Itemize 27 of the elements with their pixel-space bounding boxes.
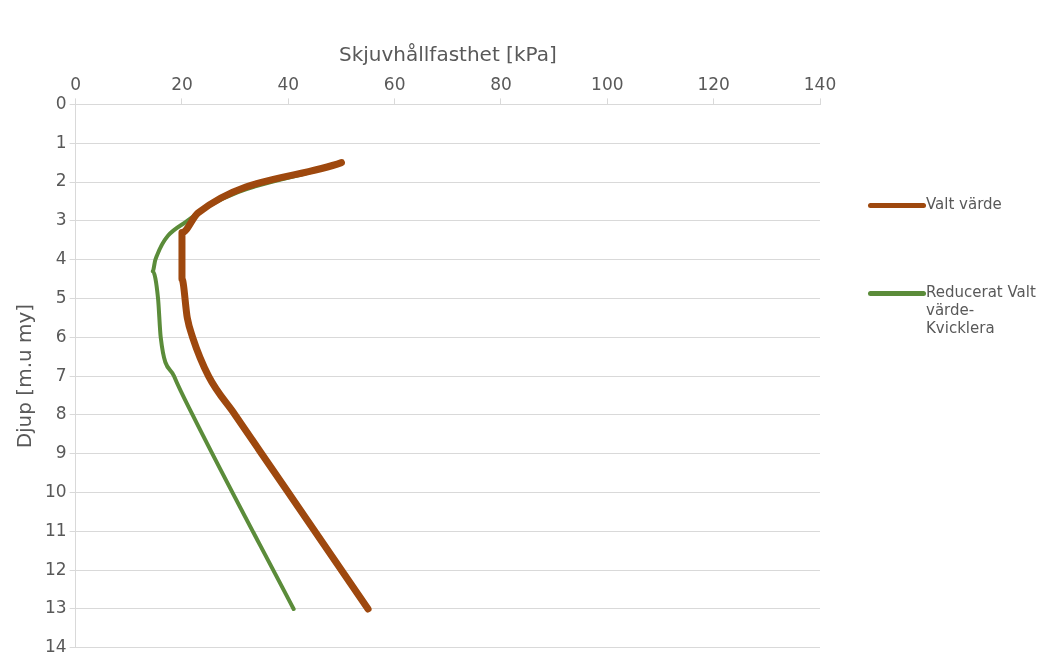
- x-tick-label: 40: [277, 73, 300, 94]
- x-tick-label: 20: [171, 73, 193, 94]
- y-axis-title: Djup [m.u my]: [12, 303, 37, 449]
- y-tick-label: 12: [44, 558, 67, 579]
- legend-label: Valt värde: [926, 195, 1003, 213]
- y-tick-label: 2: [55, 170, 67, 191]
- y-tick-label: 13: [44, 597, 67, 618]
- x-axis-title: Skjuvhållfasthet [kPa]: [338, 42, 557, 67]
- y-tick-label: 10: [44, 480, 67, 501]
- x-tick-label: 140: [803, 73, 837, 94]
- y-tick-label: 5: [55, 286, 67, 307]
- y-tick-label: 3: [55, 209, 67, 230]
- y-tick-label: 11: [44, 519, 67, 540]
- y-tick-label: 7: [55, 364, 67, 385]
- x-tick-label: 60: [383, 73, 406, 94]
- y-tick-label: 6: [55, 325, 67, 346]
- y-tick-label: 9: [55, 442, 67, 463]
- legend-label: Reducerat Valt värde-Kvicklera: [926, 283, 1036, 337]
- x-tick-label: 80: [490, 73, 512, 94]
- y-tick-label: 14: [44, 636, 67, 657]
- x-tick-label: 120: [697, 73, 730, 94]
- y-tick-label: 8: [55, 403, 67, 424]
- y-tick-label: 0: [55, 92, 67, 113]
- x-tick-label: 0: [70, 73, 82, 94]
- y-tick-label: 4: [55, 248, 67, 269]
- x-tick-label: 100: [591, 73, 624, 94]
- y-tick-label: 1: [55, 131, 67, 152]
